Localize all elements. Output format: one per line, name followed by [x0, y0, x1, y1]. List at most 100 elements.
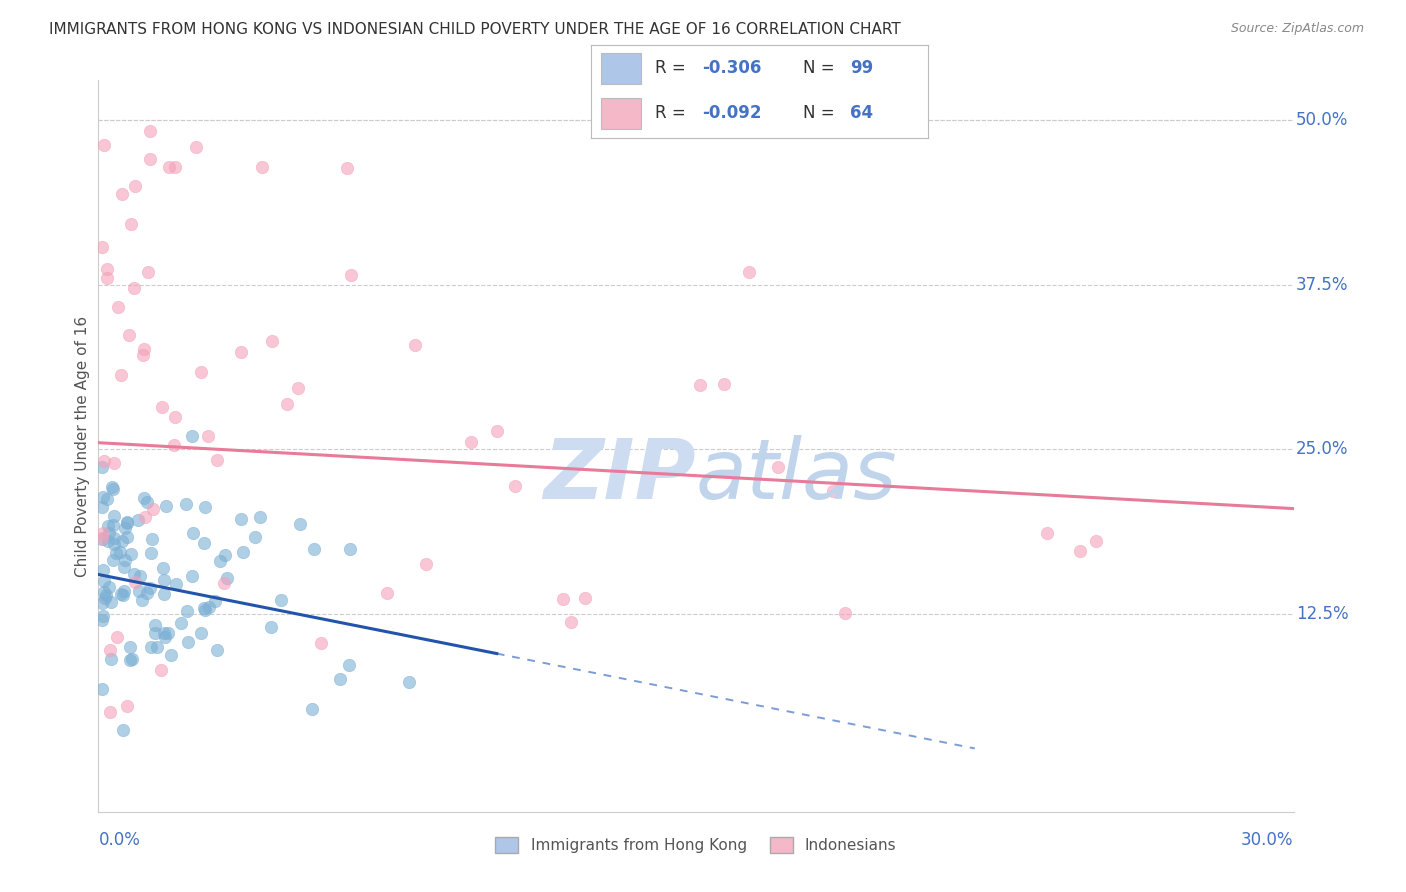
Point	[91, 563, 114, 577]
Point	[142, 502, 165, 516]
Point	[181, 569, 204, 583]
Point	[309, 636, 332, 650]
Point	[170, 616, 193, 631]
Point	[98, 642, 121, 657]
Text: -0.306: -0.306	[702, 60, 761, 78]
Point	[112, 588, 135, 602]
Point	[96, 271, 118, 285]
Text: 64: 64	[851, 104, 873, 122]
Point	[184, 139, 207, 153]
Point	[120, 652, 142, 666]
Point	[108, 545, 131, 559]
Point	[104, 546, 127, 560]
Point	[689, 378, 711, 392]
Point	[139, 153, 162, 167]
Point	[165, 576, 187, 591]
Point	[96, 519, 118, 533]
Text: atlas: atlas	[696, 434, 897, 516]
Point	[114, 553, 136, 567]
Point	[337, 658, 360, 673]
Point	[111, 186, 134, 201]
Point	[96, 262, 118, 277]
Point	[205, 453, 228, 467]
Point	[181, 429, 204, 443]
Point	[329, 673, 352, 687]
Point	[229, 345, 252, 359]
Point	[91, 240, 114, 254]
Point	[98, 580, 121, 594]
Point	[107, 300, 129, 314]
Point	[118, 328, 141, 343]
Point	[152, 626, 174, 640]
Point	[162, 438, 184, 452]
Point	[249, 510, 271, 524]
Point	[193, 536, 215, 550]
Point	[93, 138, 115, 153]
Text: IMMIGRANTS FROM HONG KONG VS INDONESIAN CHILD POVERTY UNDER THE AGE OF 16 CORREL: IMMIGRANTS FROM HONG KONG VS INDONESIAN …	[49, 22, 901, 37]
Point	[91, 613, 114, 627]
Point	[141, 546, 163, 560]
Point	[152, 561, 174, 575]
Point	[103, 457, 125, 471]
Point	[193, 603, 215, 617]
Point	[110, 368, 132, 383]
Point	[153, 573, 176, 587]
Point	[120, 547, 142, 561]
Point	[101, 480, 124, 494]
Point	[128, 584, 150, 599]
Point	[100, 595, 122, 609]
Point	[96, 491, 118, 506]
Point	[91, 500, 114, 514]
Point	[98, 526, 121, 541]
Point	[821, 484, 844, 499]
Point	[155, 630, 177, 644]
Point	[122, 281, 145, 295]
Text: N =: N =	[803, 60, 839, 78]
Point	[114, 521, 136, 535]
Point	[165, 160, 187, 174]
Point	[143, 626, 166, 640]
Point	[101, 553, 124, 567]
Point	[232, 545, 254, 559]
Text: Source: ZipAtlas.com: Source: ZipAtlas.com	[1230, 22, 1364, 36]
Point	[111, 533, 134, 548]
Point	[177, 635, 200, 649]
Point	[139, 581, 162, 595]
Point	[197, 429, 219, 443]
Point	[262, 334, 284, 348]
Point	[100, 652, 122, 666]
Point	[91, 608, 114, 623]
Text: R =: R =	[655, 60, 690, 78]
Point	[834, 606, 856, 620]
Point	[115, 516, 138, 531]
Point	[94, 588, 117, 602]
Point	[134, 510, 156, 524]
Point	[176, 604, 198, 618]
Point	[176, 498, 198, 512]
Point	[112, 723, 135, 738]
Point	[208, 554, 231, 568]
Point	[134, 491, 156, 506]
Point	[398, 675, 420, 690]
Text: ZIP: ZIP	[543, 434, 696, 516]
Point	[214, 575, 236, 590]
Point	[259, 620, 281, 634]
Point	[139, 124, 162, 138]
Point	[124, 179, 146, 194]
Point	[415, 557, 437, 571]
Text: 50.0%: 50.0%	[1296, 111, 1348, 128]
Point	[91, 525, 114, 540]
Text: N =: N =	[803, 104, 839, 122]
Point	[91, 531, 114, 545]
Point	[205, 643, 228, 657]
Point	[288, 517, 311, 532]
Point	[91, 596, 114, 610]
Point	[181, 526, 204, 541]
Point	[1069, 543, 1091, 558]
Point	[150, 400, 173, 414]
Point	[190, 625, 212, 640]
Point	[160, 648, 183, 662]
Point	[93, 585, 115, 599]
Text: 12.5%: 12.5%	[1296, 605, 1348, 623]
Point	[115, 530, 138, 544]
